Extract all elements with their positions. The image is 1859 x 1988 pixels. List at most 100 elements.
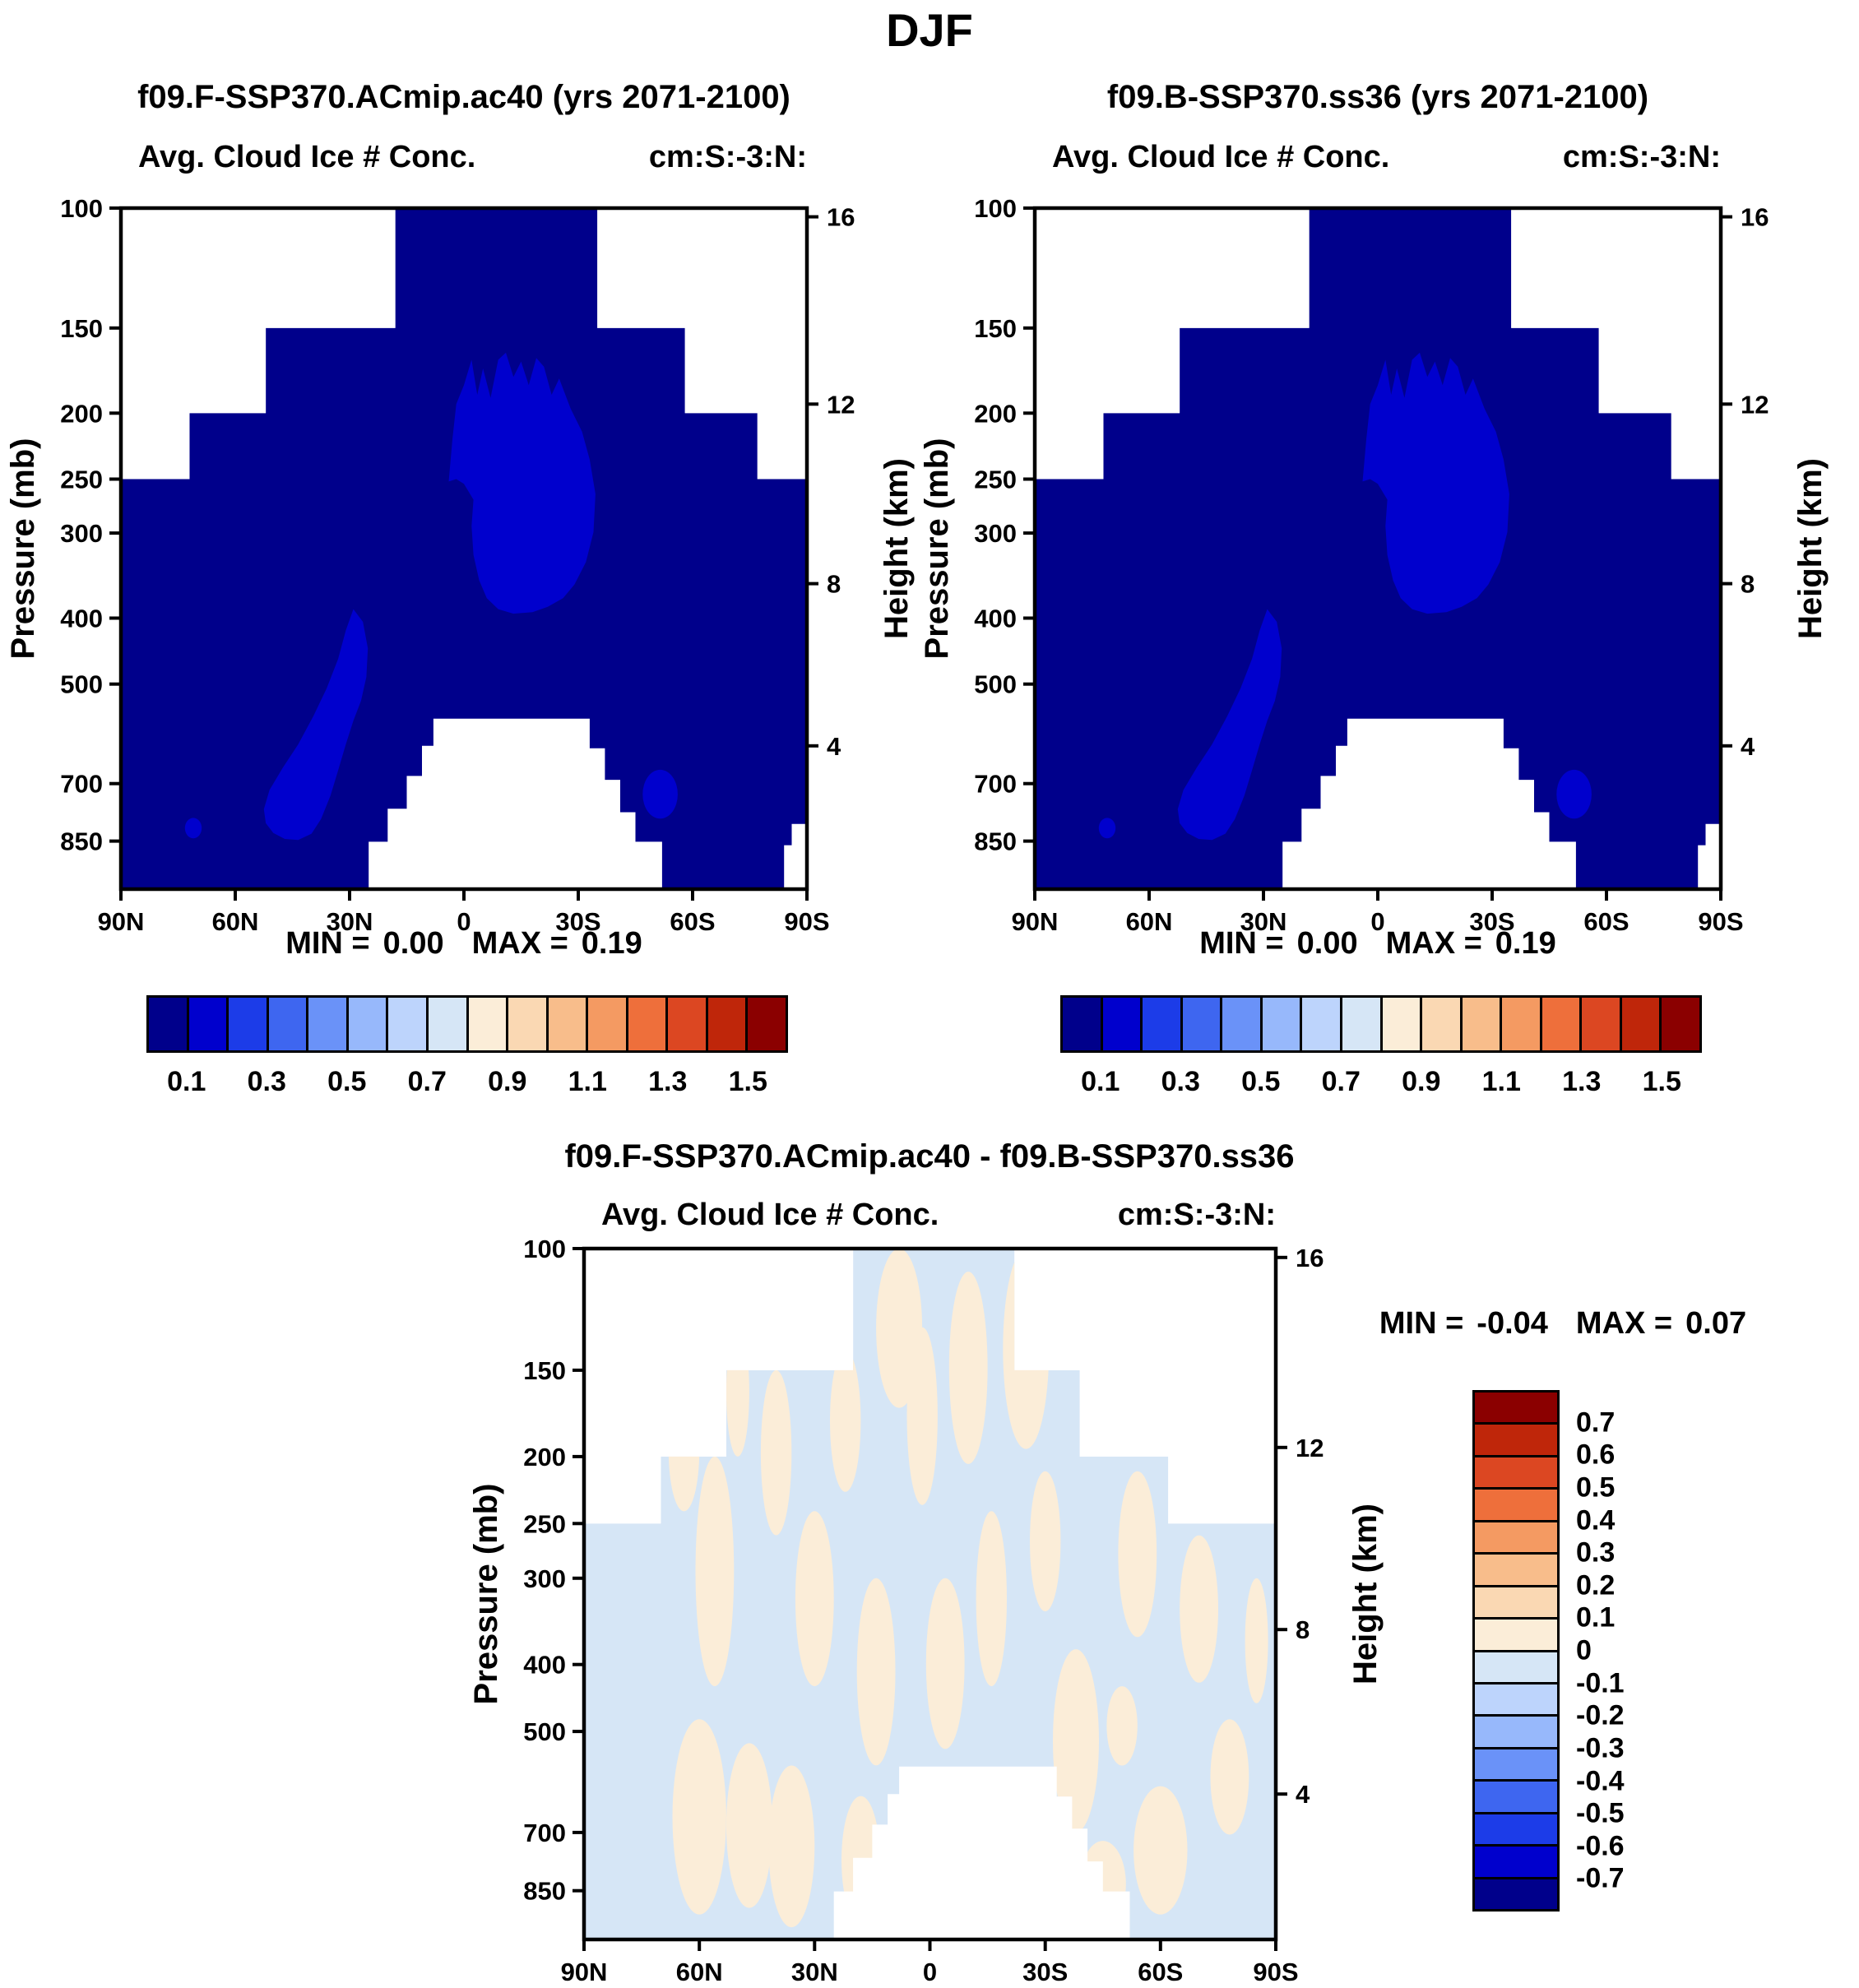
max-value: 0.19	[581, 926, 642, 961]
contour-field	[1035, 208, 1721, 889]
diff-patch	[1030, 1471, 1061, 1612]
max-label: MAX =	[471, 926, 568, 961]
diff-patch	[976, 1511, 1007, 1687]
min-label: MIN =	[1199, 926, 1284, 961]
contour-blob-nh-polar-spot	[1098, 818, 1116, 839]
colorbar-segment	[1475, 1717, 1557, 1749]
diff-patch	[925, 1578, 965, 1749]
pressure-axis-title: Pressure (mb)	[5, 438, 41, 660]
colorbar-segment	[1475, 1879, 1557, 1909]
panel2-subtitle-row: Avg. Cloud Ice # Conc. cm:S:-3:N:	[1052, 140, 1721, 175]
colorbar-segment	[548, 998, 589, 1050]
height-tick-label: 8	[1741, 570, 1755, 599]
no-data-surface-gap	[833, 1766, 1130, 1939]
latitude-tick-label: 30N	[791, 1958, 838, 1986]
height-axis-title: Height (km)	[1792, 458, 1829, 639]
diff-patch	[768, 1765, 815, 1928]
pressure-tick-label: 400	[523, 1651, 566, 1680]
colorbar-segment	[1422, 998, 1463, 1050]
colorbar-tick-label: 0	[1576, 1634, 1592, 1666]
colorbar-tick-label: -0.2	[1576, 1699, 1625, 1731]
latitude-tick-label: 90N	[1012, 907, 1059, 936]
panel1-colorbar-labels: 0.1 0.3 0.5 0.7 0.9 1.1 1.3 1.5	[146, 1066, 788, 1102]
latitude-tick-label: 90S	[784, 907, 829, 936]
colorbar-segment	[1475, 1782, 1557, 1814]
max-label: MAX =	[1385, 926, 1482, 961]
pressure-tick-label: 200	[60, 399, 103, 428]
diff-patch	[1106, 1686, 1138, 1766]
contour-blob-tropical-upper	[1362, 352, 1509, 614]
diff-patch	[906, 1327, 938, 1505]
panel1-subtitle: Avg. Cloud Ice # Conc.	[138, 140, 476, 174]
pressure-tick-label: 700	[523, 1819, 566, 1847]
pressure-tick-label: 400	[60, 605, 103, 633]
diff-patch	[1118, 1471, 1157, 1638]
pressure-tick-label: 150	[974, 314, 1017, 343]
diff-patch	[1180, 1535, 1218, 1683]
colorbar-tick-label: 0.2	[1576, 1569, 1616, 1601]
colorbar-tick-label: 0.3	[1576, 1536, 1616, 1569]
colorbar-tick-label: 0.7	[407, 1066, 447, 1097]
colorbar-tick-label: -0.3	[1576, 1732, 1625, 1764]
min-label: MIN =	[285, 926, 370, 961]
panel1-colorbar	[146, 995, 788, 1053]
panel2-title: f09.B-SSP370.ss36 (yrs 2071-2100)	[1106, 79, 1649, 115]
colorbar-tick-label: 0.3	[1161, 1066, 1200, 1097]
min-value: 0.00	[1296, 926, 1358, 961]
diff-patch	[726, 1327, 749, 1457]
colorbar-tick-label: -0.7	[1576, 1862, 1625, 1894]
pressure-tick-label: 400	[974, 605, 1017, 633]
colorbar-segment	[1342, 998, 1383, 1050]
pressure-tick-label: 700	[60, 770, 103, 799]
colorbar-tick-label: 1.1	[1481, 1066, 1521, 1097]
latitude-tick-label: 60N	[676, 1958, 723, 1986]
no-data-surface-gap	[369, 718, 662, 889]
plot-area: 100 150 200 250 300 400 500 700 850 16 12 8 4 90N 60N 3…	[919, 198, 1829, 936]
pressure-axis-title: Pressure (mb)	[468, 1484, 504, 1705]
latitude-tick-label: 90N	[98, 907, 145, 936]
colorbar-segment	[1475, 1522, 1557, 1555]
colorbar-segment	[588, 998, 628, 1050]
colorbar-tick-label: 0.7	[1321, 1066, 1361, 1097]
colorbar-segment	[348, 998, 389, 1050]
contour-blob-tropical-upper	[448, 352, 596, 614]
height-tick-label: 12	[827, 390, 855, 419]
latitude-tick-label: 30S	[1469, 907, 1514, 936]
colorbar-tick-label: 0.5	[1576, 1471, 1616, 1504]
diff-contour-plot: 100 150 200 250 300 400 500 700 850 16 12 8 4 90N 60N 3…	[465, 1239, 1399, 1988]
panel2-colorbar-labels: 0.1 0.3 0.5 0.7 0.9 1.1 1.3 1.5	[1060, 1066, 1702, 1102]
colorbar-segment	[1582, 998, 1622, 1050]
panel2-contour-plot: 100 150 200 250 300 400 500 700 850 16 12 8 4 90N 60N 3…	[916, 198, 1844, 968]
panel2-subtitle: Avg. Cloud Ice # Conc.	[1052, 140, 1390, 174]
figure-title: DJF	[886, 4, 973, 56]
colorbar-segment	[468, 998, 509, 1050]
colorbar-segment	[1462, 998, 1503, 1050]
no-data-surface-gap	[1282, 718, 1576, 889]
height-tick-label: 12	[1296, 1434, 1324, 1462]
latitude-tick-label: 90S	[1698, 907, 1743, 936]
colorbar-tick-label: 1.5	[1642, 1066, 1681, 1097]
diff-patch	[830, 1349, 861, 1492]
diff-patch	[795, 1511, 834, 1687]
diff-panel-subtitle: Avg. Cloud Ice # Conc.	[601, 1198, 939, 1232]
panel2-colorbar	[1060, 995, 1702, 1053]
diff-patch	[1053, 1649, 1099, 1833]
height-tick-label: 4	[1296, 1780, 1310, 1809]
pressure-tick-label: 500	[60, 670, 103, 699]
colorbar-segment	[1222, 998, 1263, 1050]
colorbar-segment	[508, 998, 549, 1050]
colorbar-segment	[1502, 998, 1542, 1050]
height-axis-title: Height (km)	[879, 458, 915, 639]
diff-patch	[695, 1456, 735, 1687]
colorbar-tick-label: 1.3	[1562, 1066, 1602, 1097]
colorbar-segment	[668, 998, 708, 1050]
pressure-tick-label: 100	[60, 198, 103, 223]
contour-blob-nh-midlat	[1177, 609, 1282, 841]
colorbar-segment	[308, 998, 349, 1050]
contour-blob-nh-polar-spot	[184, 818, 202, 839]
no-data-south-edge-gap	[1698, 823, 1721, 889]
pressure-tick-label: 150	[523, 1356, 566, 1385]
pressure-tick-label: 300	[523, 1564, 566, 1593]
colorbar-tick-label: -0.1	[1576, 1667, 1625, 1699]
colorbar-tick-label: 1.3	[648, 1066, 688, 1097]
